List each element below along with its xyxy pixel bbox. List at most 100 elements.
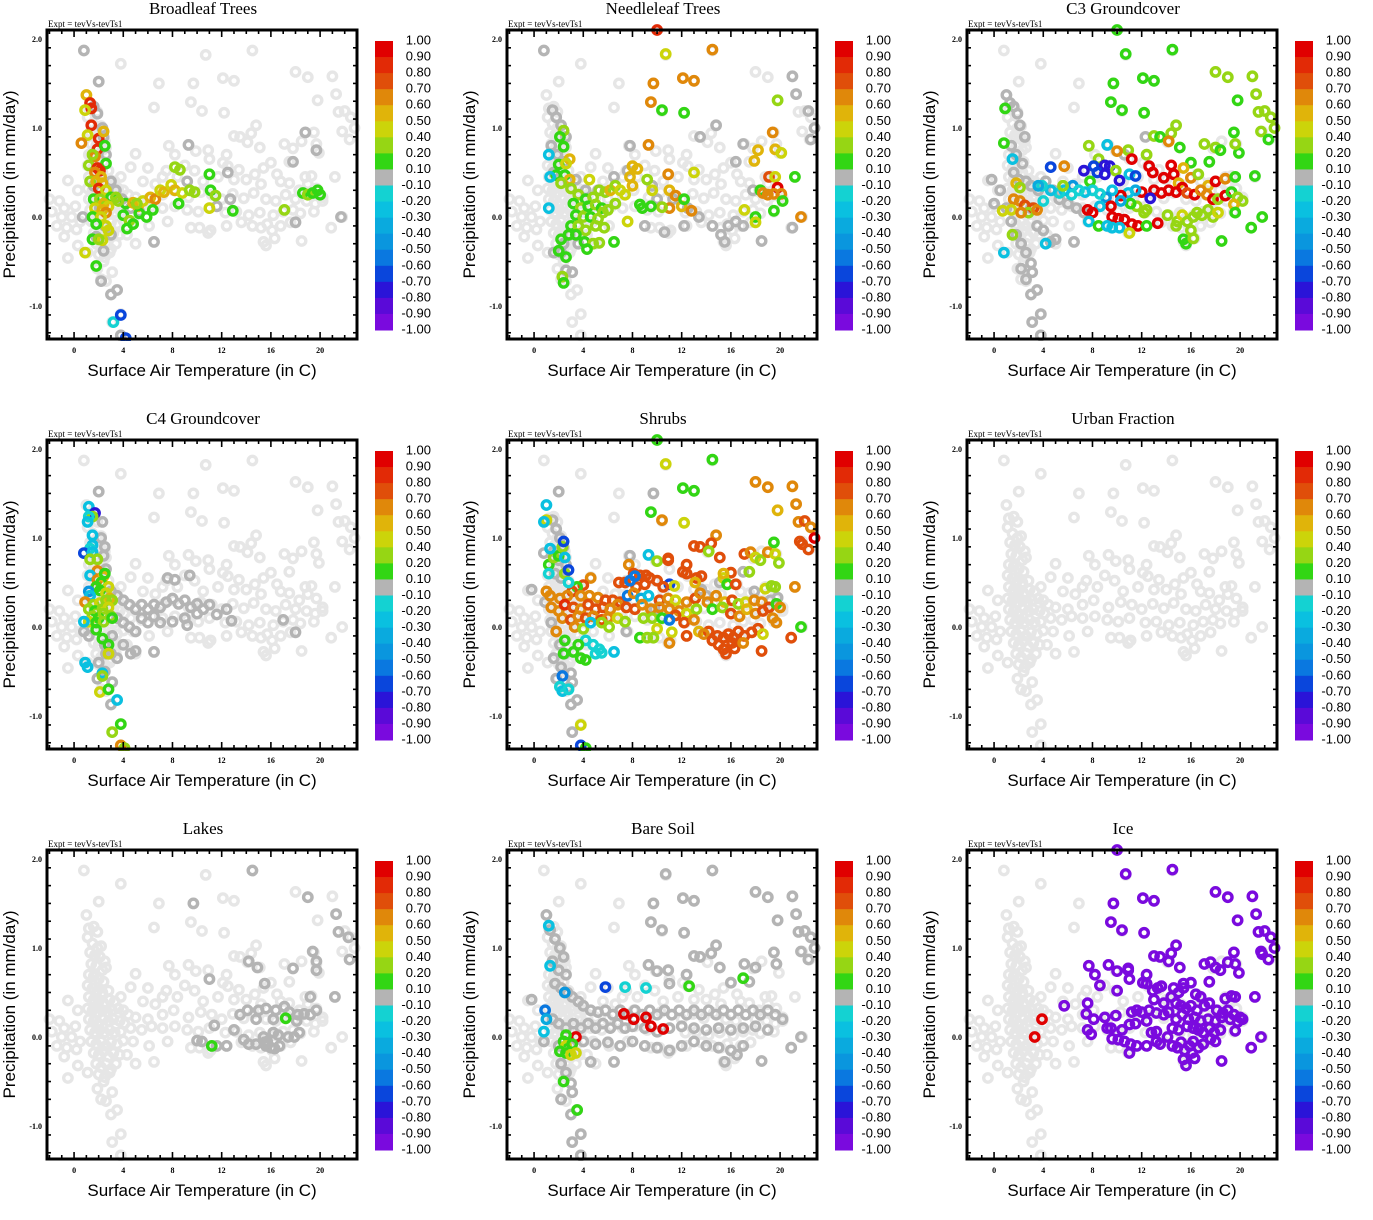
colorbar-bin: [375, 691, 393, 709]
colorbar-label: -0.50: [401, 1061, 431, 1076]
background-point: [295, 545, 308, 558]
correlation-point: [769, 580, 782, 593]
background-point: [1204, 626, 1217, 639]
background-point: [65, 1031, 78, 1043]
background-point: [1020, 685, 1032, 697]
colorbar-label: -0.70: [1321, 1093, 1351, 1108]
colorbar-label: -0.40: [1321, 225, 1351, 240]
colorbar-label: -0.60: [401, 257, 431, 272]
correlation-point: [1015, 206, 1028, 219]
insignificant-point: [737, 1022, 750, 1035]
background-point: [515, 211, 528, 223]
background-point: [1194, 629, 1207, 642]
colorbar-label: 0.20: [406, 965, 431, 980]
correlation-point: [1170, 119, 1183, 132]
colorbar-label: -0.70: [401, 273, 431, 288]
correlation-point: [1058, 999, 1071, 1012]
correlation-point: [678, 193, 691, 206]
background-point: [289, 66, 302, 78]
background-point: [202, 637, 215, 649]
colorbar-bin: [1295, 1069, 1313, 1087]
background-point: [688, 130, 700, 142]
colorbar-label: -0.50: [861, 241, 891, 256]
insignificant-point: [310, 964, 323, 977]
correlation-point: [772, 556, 785, 569]
colorbar-bin: [375, 57, 393, 74]
background-point: [332, 516, 345, 528]
background-point: [978, 230, 991, 243]
background-point: [294, 207, 307, 220]
background-point: [1047, 215, 1060, 228]
panel-svg: Shrubs Expt = tevVs-tevTs1 0 4 8 12 16 20-1.0…: [460, 409, 891, 790]
colorbar: 1.000.900.800.700.600.500.400.200.10-0.1…: [1295, 853, 1351, 1157]
insignificant-point: [290, 1015, 303, 1027]
colorbar-bin: [1295, 281, 1313, 299]
colorbar-label: 1.00: [1326, 33, 1351, 48]
background-point: [1034, 467, 1047, 480]
colorbar-bin: [1295, 73, 1313, 90]
correlation-point: [688, 613, 700, 626]
colorbar-label: -1.00: [401, 732, 431, 747]
background-point: [124, 981, 137, 994]
background-point: [307, 615, 320, 628]
plot-area: [963, 24, 1281, 341]
correlation-point: [754, 554, 767, 567]
colorbar-bin: [835, 531, 853, 548]
background-point: [1154, 540, 1167, 553]
correlation-point: [716, 601, 729, 614]
insignificant-point: [310, 144, 323, 157]
colorbar-label: 0.70: [866, 901, 891, 916]
background-point: [168, 558, 181, 571]
insignificant-point: [675, 1020, 688, 1033]
background-point: [50, 1039, 63, 1052]
background-point: [71, 649, 84, 662]
insignificant-point: [663, 977, 676, 990]
background-point: [570, 1057, 582, 1070]
correlation-point: [1180, 1059, 1192, 1072]
correlation-point: [1231, 94, 1244, 107]
correlation-point: [644, 96, 657, 109]
correlation-point: [203, 168, 216, 181]
colorbar-bin: [375, 579, 393, 596]
x-tick-label: 0: [992, 1166, 996, 1175]
background-point: [194, 1006, 207, 1019]
colorbar-bin: [1295, 483, 1313, 500]
colorbar-bin: [1295, 467, 1313, 484]
correlation-point: [644, 1020, 657, 1033]
colorbar-label: -0.10: [861, 997, 891, 1012]
correlation-point: [638, 578, 651, 591]
background-point: [1114, 596, 1127, 609]
colorbar-bin: [835, 941, 853, 958]
background-point: [168, 148, 181, 161]
correlation-point: [91, 553, 104, 566]
correlation-point: [574, 719, 587, 731]
background-point: [70, 633, 83, 646]
background-point: [1049, 1011, 1062, 1024]
correlation-point: [86, 148, 99, 161]
colorbar-bin: [1295, 941, 1313, 958]
correlation-point: [1186, 1047, 1198, 1059]
colorbar-label: -0.20: [401, 603, 431, 618]
background-point: [1025, 626, 1037, 639]
colorbar-label: -0.30: [861, 1029, 891, 1044]
background-point: [1088, 558, 1101, 571]
background-point: [234, 540, 247, 553]
panel-svg: Bare Soil Expt = tevVs-tevTs1 0 4 8 12 16 20-…: [460, 819, 891, 1200]
x-tick-label: 12: [1138, 1166, 1146, 1175]
insignificant-point: [731, 1048, 743, 1061]
correlation-point: [1154, 130, 1167, 143]
colorbar-label: 0.40: [406, 539, 431, 554]
insignificant-point: [1061, 197, 1074, 210]
background-point: [975, 1031, 988, 1043]
insignificant-point: [299, 126, 312, 139]
background-point: [989, 1020, 1002, 1033]
correlation-point: [1258, 105, 1271, 117]
colorbar-label: -1.00: [1321, 732, 1351, 747]
correlation-point: [1197, 1038, 1210, 1051]
correlation-point: [608, 645, 620, 658]
correlation-point: [1170, 219, 1183, 232]
colorbar-label: -0.80: [401, 289, 431, 304]
insignificant-point: [342, 931, 355, 944]
y-tick-label: 2.0: [32, 855, 42, 864]
background-point: [991, 1059, 1004, 1072]
